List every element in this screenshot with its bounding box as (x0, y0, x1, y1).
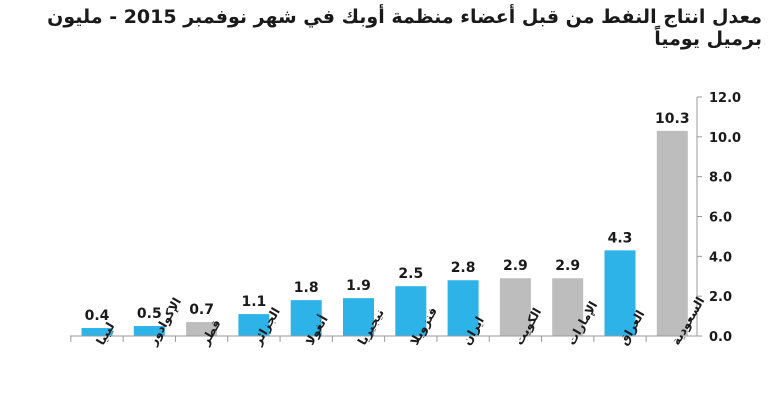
category-label: ليبيا (93, 320, 117, 348)
data-label: 10.3 (655, 111, 690, 127)
y-tick-label: 0.0 (709, 330, 732, 345)
bar (395, 286, 427, 336)
bar (447, 280, 479, 336)
data-label: 1.1 (241, 294, 266, 310)
bar (81, 328, 113, 336)
bars: 0.4 0.5 0.7 1.1 1.8 1.9 2.5 2.8 2.9 2.9 4.3 10.3 (81, 111, 690, 336)
data-label: 0.5 (137, 306, 162, 322)
bar (133, 326, 165, 336)
bar (238, 314, 270, 336)
bar (499, 278, 531, 336)
data-label: 4.3 (608, 230, 633, 246)
data-label: 2.9 (555, 258, 580, 274)
data-label: 2.5 (398, 266, 423, 282)
category-label: قطر (198, 317, 224, 348)
bar (290, 300, 322, 336)
y-axis: 0.0 2.0 4.0 6.0 8.0 10.0 12.0 (696, 91, 741, 345)
bar (186, 322, 218, 336)
data-label: 0.4 (85, 308, 110, 324)
y-tick-label: 4.0 (709, 250, 732, 265)
y-tick-label: 12.0 (709, 91, 741, 106)
y-tick-label: 2.0 (709, 290, 732, 305)
y-tick-label: 10.0 (709, 131, 741, 146)
data-label: 2.8 (451, 260, 476, 276)
data-label: 1.8 (294, 280, 319, 296)
bar (604, 250, 636, 336)
y-tick-label: 8.0 (709, 171, 732, 186)
data-label: 0.7 (189, 302, 214, 318)
data-label: 1.9 (346, 278, 371, 294)
bar (343, 298, 374, 336)
bar (552, 278, 584, 336)
bar (656, 130, 688, 336)
y-tick-label: 6.0 (709, 211, 732, 226)
category-label: الإكوادور (145, 295, 185, 349)
chart-title: معدل انتاج النفط من قبل أعضاء منظمة أوبك… (47, 6, 762, 50)
data-label: 2.9 (503, 258, 528, 274)
